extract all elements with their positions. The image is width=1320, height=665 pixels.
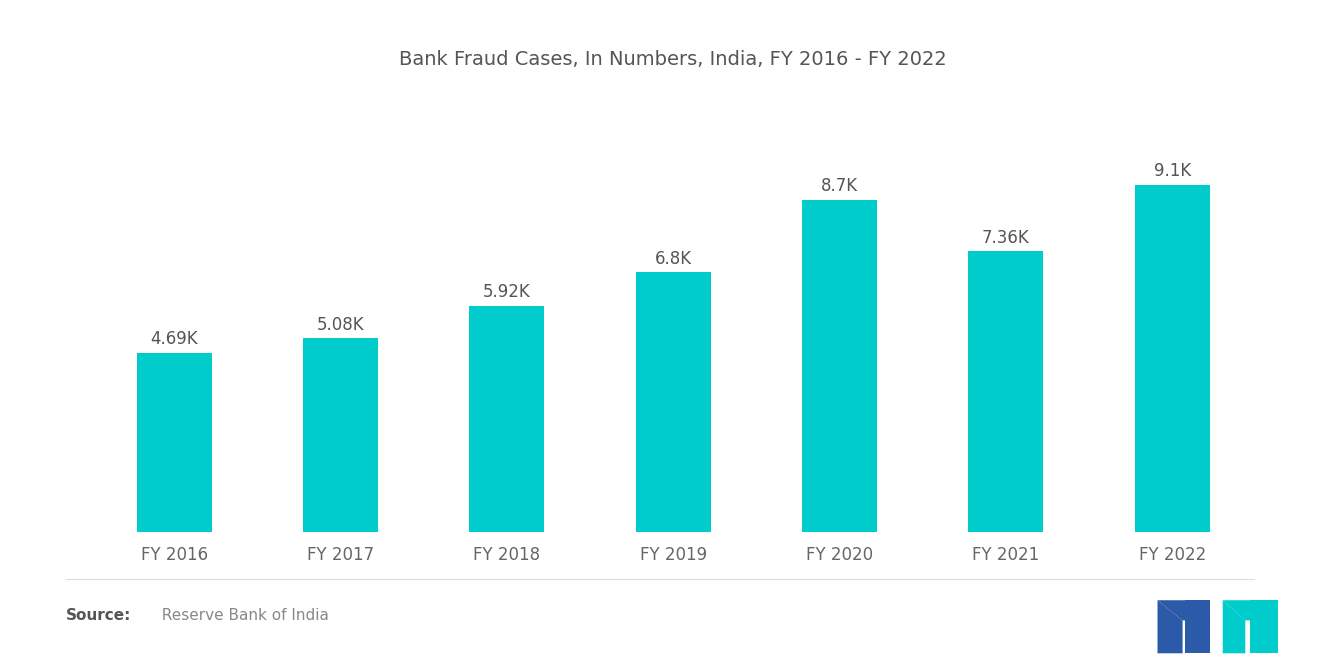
Title: Bank Fraud Cases, In Numbers, India, FY 2016 - FY 2022: Bank Fraud Cases, In Numbers, India, FY … — [400, 51, 946, 69]
Bar — [803, 200, 876, 532]
Bar — [636, 273, 710, 532]
Bar — [304, 338, 378, 532]
Bar — [137, 353, 211, 532]
Text: 6.8K: 6.8K — [655, 250, 692, 268]
Bar — [969, 251, 1043, 532]
Text: Reserve Bank of India: Reserve Bank of India — [152, 608, 329, 622]
Text: 5.08K: 5.08K — [317, 315, 364, 334]
Bar — [470, 306, 544, 532]
Text: Source:: Source: — [66, 608, 132, 622]
Text: 9.1K: 9.1K — [1154, 162, 1191, 180]
Text: 4.69K: 4.69K — [150, 331, 198, 348]
Bar — [1135, 185, 1209, 532]
Text: 8.7K: 8.7K — [821, 178, 858, 196]
Text: 7.36K: 7.36K — [982, 229, 1030, 247]
Text: 5.92K: 5.92K — [483, 283, 531, 301]
